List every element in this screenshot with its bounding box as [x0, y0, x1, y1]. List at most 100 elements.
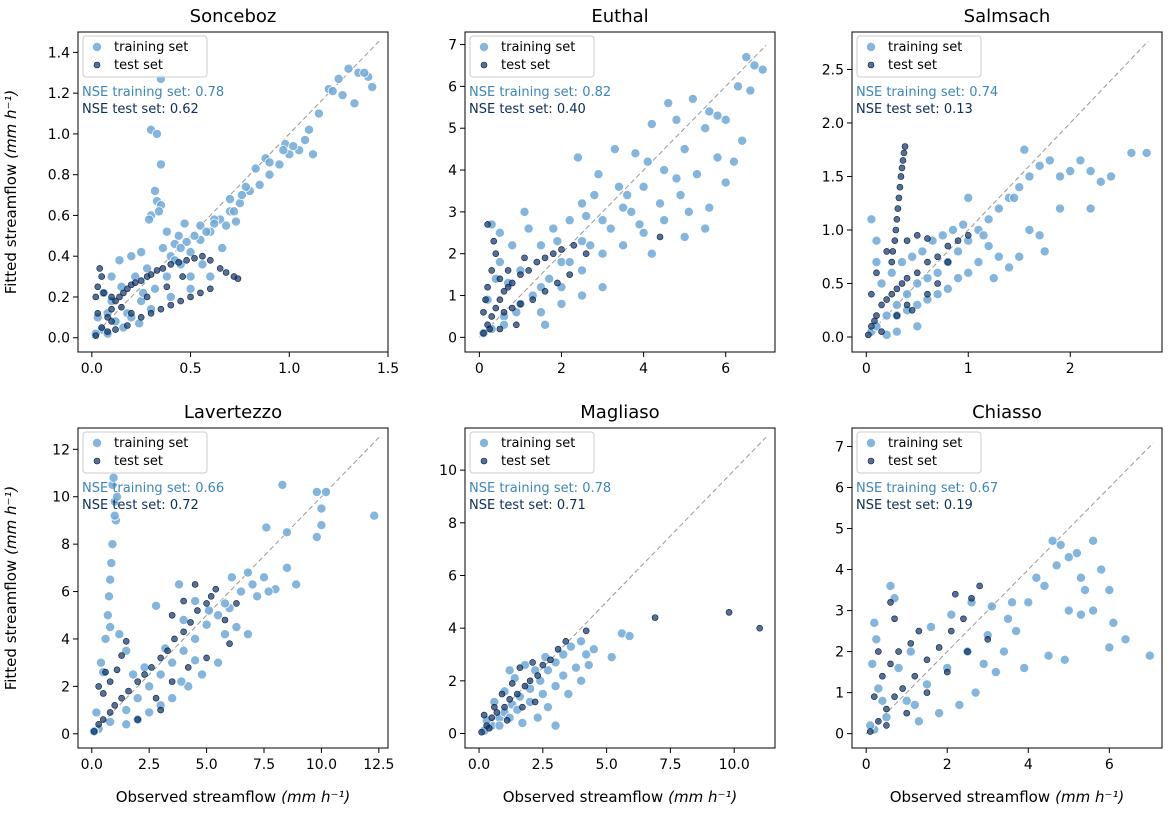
training-point — [679, 231, 690, 242]
training-point — [151, 600, 162, 611]
training-point — [564, 215, 575, 226]
test-point — [873, 312, 880, 319]
training-point — [178, 615, 189, 626]
panel-sonceboz: 0.0 0.5 1.0 1.5 0.0 0.2 0.4 0.6 0.8 1.0 1.2 1.4 Sonc… — [2, 6, 399, 377]
training-point — [494, 227, 505, 238]
training-point — [922, 273, 933, 284]
x-axis-label: Observed streamflow (mm h⁻¹) — [890, 788, 1125, 806]
training-point — [304, 124, 315, 135]
training-point — [144, 681, 155, 692]
training-point — [866, 214, 877, 225]
test-point — [582, 627, 590, 635]
training-point — [167, 693, 178, 704]
training-point — [175, 243, 186, 254]
training-point — [1063, 605, 1074, 616]
y-tick-label: 2 — [61, 679, 70, 695]
identity-line — [91, 436, 380, 735]
y-tick-label: 0 — [61, 727, 70, 743]
test-point — [108, 318, 115, 325]
training-point — [1120, 634, 1131, 645]
training-point — [937, 230, 948, 241]
plot-area — [852, 428, 1162, 748]
training-point — [1080, 585, 1091, 596]
training-point — [871, 235, 882, 246]
training-point — [963, 192, 974, 203]
test-point — [490, 237, 498, 245]
test-point — [163, 283, 171, 291]
test-point — [152, 694, 160, 702]
training-point — [581, 211, 592, 222]
test-point — [212, 585, 220, 593]
training-point — [225, 194, 236, 205]
test-point — [541, 288, 549, 295]
axes-frame — [77, 31, 389, 353]
test-point — [923, 656, 931, 664]
legend-label-training: training set — [114, 436, 188, 451]
training-point — [909, 699, 920, 710]
y-label-text: Fitted streamflow — [2, 560, 20, 690]
y-tick-label: 8 — [448, 516, 457, 532]
training-point — [630, 148, 641, 159]
test-point — [503, 717, 511, 724]
legend-box — [856, 35, 982, 78]
training-point — [550, 681, 561, 692]
training-point — [1088, 535, 1099, 546]
training-point — [228, 206, 239, 217]
test-point — [895, 648, 902, 655]
training-point — [261, 522, 272, 533]
test-point — [496, 296, 504, 304]
panel-title: Magliaso — [580, 402, 659, 423]
training-point — [359, 67, 370, 78]
legend-box — [82, 431, 208, 474]
test-point — [128, 309, 135, 317]
test-point — [484, 221, 491, 228]
axes-frame — [77, 427, 389, 749]
training-point — [1023, 597, 1034, 608]
axis-unit: (mm h⁻¹) — [1055, 788, 1124, 806]
training-point — [1059, 654, 1070, 665]
training-point — [1126, 147, 1137, 158]
test-point — [199, 252, 206, 260]
training-point — [349, 98, 360, 109]
test-point — [517, 271, 524, 278]
training-point — [542, 702, 553, 713]
test-point — [491, 703, 498, 711]
legend-label-test: test set — [888, 454, 937, 469]
y-tick-label: 4 — [448, 621, 457, 637]
training-point — [576, 675, 587, 686]
test-point — [504, 267, 512, 274]
y-tick-label: 3 — [835, 604, 844, 620]
training-point — [288, 141, 299, 152]
legend-label-training: training set — [501, 436, 575, 451]
legend-label-test: test set — [501, 58, 550, 73]
training-point — [519, 206, 530, 217]
legend-box — [469, 35, 595, 78]
training-point — [161, 226, 172, 237]
training-point — [869, 617, 880, 628]
training-point — [174, 579, 185, 590]
nse-training-label: NSE training set: 0.82 — [469, 85, 611, 100]
training-point — [712, 110, 723, 121]
axis-unit: (mm h⁻¹) — [281, 788, 350, 806]
x-label-text: Observed streamflow — [503, 788, 663, 806]
nse-training-value: 0.74 — [969, 85, 998, 100]
test-point — [106, 709, 114, 716]
test-point — [203, 600, 210, 607]
training-point — [597, 282, 608, 293]
test-point — [194, 607, 201, 614]
training-point — [507, 240, 518, 251]
test-point — [221, 616, 229, 624]
y-tick-label: 0.5 — [822, 277, 844, 293]
test-point — [141, 671, 148, 678]
plot-area — [465, 32, 775, 352]
training-point — [1055, 171, 1066, 182]
test-point — [899, 157, 907, 164]
legend-label-training: training set — [114, 40, 188, 55]
training-point — [700, 223, 711, 234]
x-tick-label: 10.0 — [306, 757, 337, 773]
test-point — [924, 258, 931, 266]
training-point — [333, 73, 344, 84]
training-point — [986, 601, 997, 612]
training-point — [139, 662, 150, 673]
training-point — [720, 114, 731, 125]
